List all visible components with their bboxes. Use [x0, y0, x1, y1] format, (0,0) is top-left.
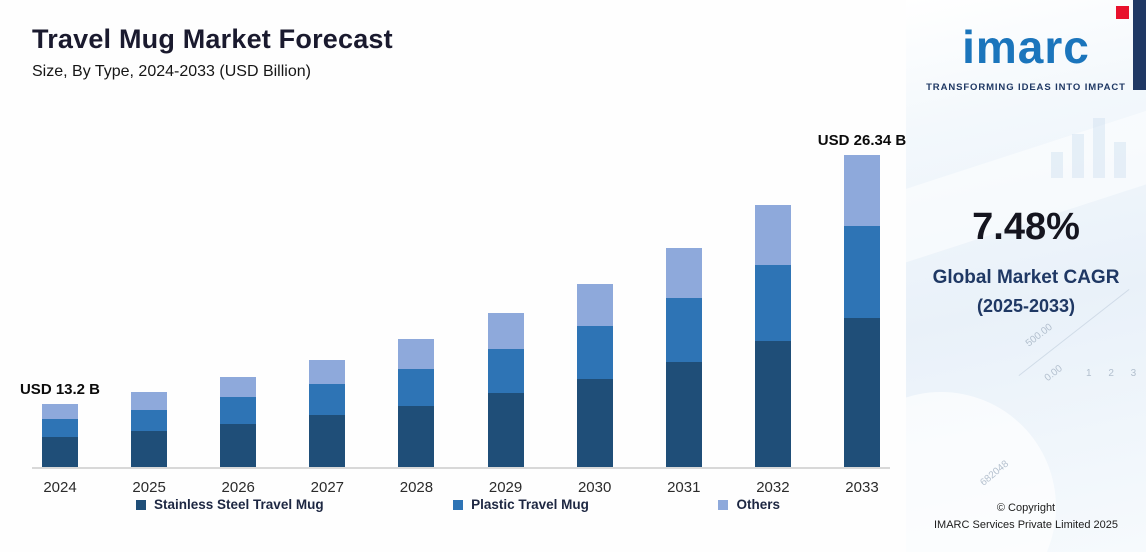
legend-item-stainless-steel-travel-mug: Stainless Steel Travel Mug — [136, 497, 324, 512]
total-label-2024: USD 13.2 B — [19, 381, 101, 398]
bar-segment-stainless-steel-travel-mug-2031 — [665, 362, 702, 467]
chart-subtitle: Size, By Type, 2024-2033 (USD Billion) — [32, 63, 311, 80]
chart-panel: Travel Mug Market Forecast Size, By Type… — [19, 24, 907, 512]
decor-number: 500.00 — [1023, 321, 1055, 350]
bar-segment-others-2031 — [665, 247, 702, 299]
bar-group-2033: USD 26.34 B 2033 — [818, 132, 906, 496]
total-label-2033: USD 26.34 B — [817, 132, 907, 150]
bar-segment-others-2029 — [487, 313, 524, 349]
bar-2025 — [131, 392, 168, 467]
bar-segment-plastic-travel-mug-2029 — [487, 348, 524, 394]
bar-group-2024: USD 13.2 B 2024 — [20, 381, 100, 496]
bar-segment-plastic-travel-mug-2024 — [42, 418, 78, 437]
copyright: © Copyright IMARC Services Private Limit… — [906, 500, 1146, 534]
cagr-block: 7.48% Global Market CAGR (2025-2033) — [906, 206, 1146, 317]
decor-bar — [1051, 152, 1063, 178]
bar-group-2027: 2027 — [299, 359, 355, 496]
bar-2029 — [487, 313, 524, 467]
cagr-label: Global Market CAGR — [932, 267, 1120, 288]
bar-2028 — [398, 339, 435, 468]
bar-segment-others-2030 — [576, 284, 613, 326]
red-corner-accent — [1116, 6, 1129, 19]
bar-2031 — [665, 247, 702, 467]
x-tick-2031: 2031 — [667, 479, 701, 496]
imarc-logo: imarc — [962, 21, 1090, 73]
logo-area: imarc TRANSFORMING IDEAS INTO IMPACT — [906, 0, 1146, 93]
bar-2030 — [576, 284, 613, 467]
bar-group-2031: 2031 — [656, 247, 712, 496]
decor-bar — [1072, 134, 1084, 178]
chart-title: Travel Mug Market Forecast — [32, 24, 393, 54]
legend-swatch-icon — [453, 499, 464, 510]
legend-item-others: Others — [718, 497, 780, 512]
x-tick-2024: 2024 — [43, 479, 77, 496]
x-tick-2026: 2026 — [221, 479, 255, 496]
bar-segment-stainless-steel-travel-mug-2027 — [309, 415, 346, 467]
bar-group-2028: 2028 — [388, 339, 444, 496]
decor-number: 1 2 3 4 — [1086, 368, 1146, 379]
decor-number: 0.00 — [1042, 363, 1065, 384]
decor-mini-bars — [1051, 118, 1126, 178]
bar-2027 — [309, 359, 346, 467]
legend-swatch-icon — [718, 499, 729, 510]
x-tick-2032: 2032 — [756, 479, 790, 496]
bar-segment-plastic-travel-mug-2027 — [309, 384, 346, 416]
copyright-line1: © Copyright — [996, 501, 1056, 514]
bar-group-2032: 2032 — [745, 205, 801, 496]
bar-segment-plastic-travel-mug-2030 — [576, 326, 613, 380]
bar-segment-plastic-travel-mug-2025 — [131, 409, 168, 432]
info-sidebar: 500.00 0.00 1 2 3 4 682048 imarc TRANSFO… — [906, 0, 1146, 552]
legend-label: Plastic Travel Mug — [471, 497, 589, 512]
navy-corner-accent — [1133, 0, 1146, 90]
x-tick-2033: 2033 — [845, 479, 879, 496]
bar-group-2030: 2030 — [567, 284, 623, 496]
bar-segment-stainless-steel-travel-mug-2026 — [220, 423, 257, 467]
bar-2024 — [42, 404, 78, 467]
x-tick-2025: 2025 — [132, 479, 166, 496]
bar-segment-stainless-steel-travel-mug-2025 — [131, 431, 168, 467]
bar-segment-stainless-steel-travel-mug-2030 — [576, 379, 613, 467]
copyright-line2: IMARC Services Private Limited 2025 — [933, 518, 1118, 531]
bar-segment-stainless-steel-travel-mug-2032 — [754, 341, 791, 467]
bar-group-2025: 2025 — [121, 392, 177, 496]
bar-segment-others-2033 — [843, 155, 880, 227]
bar-segment-stainless-steel-travel-mug-2024 — [42, 436, 78, 467]
bar-segment-stainless-steel-travel-mug-2029 — [487, 393, 524, 467]
x-tick-2027: 2027 — [310, 479, 345, 496]
cagr-period: (2025-2033) — [976, 296, 1076, 316]
bar-segment-plastic-travel-mug-2031 — [665, 298, 702, 363]
bar-segment-others-2027 — [309, 359, 346, 385]
bar-2033 — [843, 155, 880, 467]
bar-segment-stainless-steel-travel-mug-2033 — [843, 317, 880, 467]
x-tick-2028: 2028 — [399, 479, 434, 496]
plot-area: USD 13.2 B 2024 2025 2026 2027 2028 2029 2030 20… — [20, 132, 906, 496]
chart-legend: Stainless Steel Travel Mug Plastic Travel… — [136, 497, 780, 512]
cagr-value: 7.48% — [972, 206, 1080, 248]
legend-label: Stainless Steel Travel Mug — [154, 497, 324, 512]
bar-2026 — [220, 376, 257, 467]
logo-tagline: TRANSFORMING IDEAS INTO IMPACT — [926, 82, 1126, 93]
bar-segment-plastic-travel-mug-2028 — [398, 368, 435, 406]
bar-2032 — [754, 205, 791, 467]
bar-segment-others-2024 — [42, 404, 78, 419]
x-tick-2029: 2029 — [488, 479, 523, 496]
bar-segment-others-2028 — [398, 339, 435, 369]
bar-segment-plastic-travel-mug-2032 — [754, 265, 791, 342]
bar-group-2029: 2029 — [478, 313, 534, 496]
x-tick-2030: 2030 — [577, 479, 612, 496]
bar-segment-others-2025 — [131, 392, 168, 410]
bar-segment-plastic-travel-mug-2033 — [843, 226, 880, 318]
legend-swatch-icon — [136, 499, 146, 510]
bar-segment-stainless-steel-travel-mug-2028 — [398, 405, 435, 468]
bar-segment-others-2032 — [754, 205, 791, 266]
bar-segment-plastic-travel-mug-2026 — [220, 397, 257, 424]
bar-group-2026: 2026 — [210, 376, 266, 496]
decor-bar — [1093, 118, 1105, 178]
bar-segment-others-2026 — [220, 376, 257, 398]
legend-item-plastic-travel-mug: Plastic Travel Mug — [453, 497, 589, 512]
legend-label: Others — [736, 497, 780, 512]
decor-bar — [1114, 142, 1126, 178]
